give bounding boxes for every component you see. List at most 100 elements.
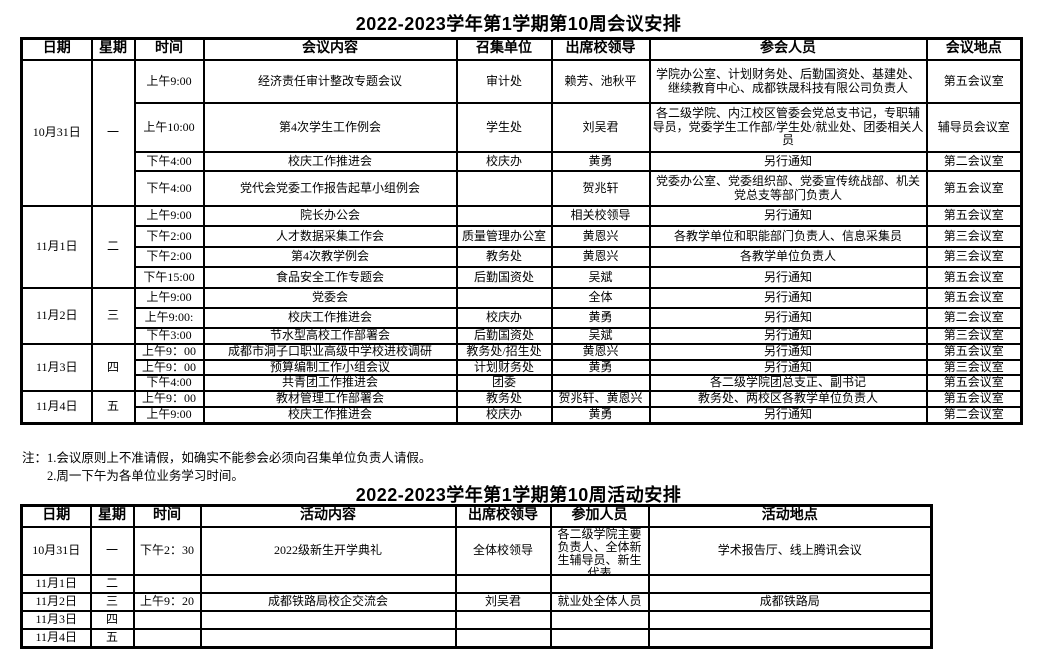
meeting-row: 下午2:00 第4次教学例会 教务处 黄恩兴 各教学单位负责人 第三会议室 <box>22 246 1023 268</box>
meeting-content-cell: 经济责任审计整改专题会议 <box>202 59 458 104</box>
location-cell: 学术报告厅、线上腾讯会议 <box>647 526 933 576</box>
location-cell: 成都铁路局 <box>647 592 933 612</box>
participants-cell: 各教学单位和职能部门负责人、信息采集员 <box>648 225 928 248</box>
meeting-row: 下午4:00 党代会党委工作报告起草小组例会 贺兆轩 党委办公室、党委组织部、党委宣传… <box>22 170 1023 207</box>
meeting-row: 下午3:00 节水型高校工作部署会 后勤国资处 吴斌 另行通知 第三会议室 <box>22 327 1023 345</box>
col-time: 时间 <box>132 504 202 528</box>
activities-table-body: 10月31日一下午2：30 2022级新生开学典礼 全体校领导 各二级学院主要负责人、… <box>20 526 933 648</box>
meeting-content-cell: 教材管理工作部署会 <box>202 390 458 408</box>
convener-cell: 团委 <box>455 374 553 393</box>
activity-content-cell <box>199 574 457 594</box>
date-cell: 10月31日 <box>20 59 93 207</box>
convener-cell: 教务处 <box>455 390 553 408</box>
time-cell <box>132 628 202 648</box>
time-cell <box>132 610 202 630</box>
meetings-table-header: 日期 星期 时间 会议内容 召集单位 出席校领导 参会人员 会议地点 <box>20 37 1023 61</box>
activity-content-cell <box>199 628 457 648</box>
meeting-row: 10月31日一上午9:00 经济责任审计整改专题会议 审计处 赖芳、池秋平 学院办公室、… <box>20 59 1023 207</box>
time-cell: 上午9:00 <box>133 287 205 309</box>
leaders-cell: 黄勇 <box>550 151 651 172</box>
location-cell: 第二会议室 <box>925 405 1023 425</box>
weekday-cell: 三 <box>89 592 135 612</box>
time-cell: 上午9：20 <box>132 592 202 612</box>
meeting-content-cell: 食品安全工作专题会 <box>202 266 458 289</box>
location-cell: 第五会议室 <box>925 342 1023 361</box>
convener-cell <box>455 205 553 227</box>
location-cell <box>647 628 933 648</box>
participants-cell: 另行通知 <box>648 205 928 227</box>
participants-cell: 另行通知 <box>648 307 928 329</box>
location-cell: 第五会议室 <box>925 59 1023 104</box>
participants-cell: 党委办公室、党委组织部、党委宣传统战部、机关党总支等部门负责人 <box>648 170 928 207</box>
meeting-row: 上午9:00: 校庆工作推进会 校庆办 黄勇 另行通知 第二会议室 <box>22 307 1023 329</box>
meeting-row: 下午15:00 食品安全工作专题会 后勤国资处 吴斌 另行通知 第五会议室 <box>22 266 1023 289</box>
activity-content-cell: 成都铁路局校企交流会 <box>199 592 457 612</box>
participants-cell: 就业处全体人员 <box>549 592 650 612</box>
date-cell: 11月3日 <box>20 342 93 393</box>
col-content: 活动内容 <box>199 504 457 528</box>
col-weekday: 星期 <box>90 37 136 61</box>
time-cell: 上午9：00 <box>133 390 205 408</box>
note-line: 注：1.会议原则上不准请假，如确实不能参会必须向召集单位负责人请假。 <box>22 451 432 465</box>
weekday-cell: 四 <box>90 342 136 393</box>
activity-content-cell: 2022级新生开学典礼 <box>199 526 457 576</box>
leaders-cell <box>454 610 552 630</box>
activity-row: 11月3日四 <box>20 610 933 630</box>
participants-cell: 另行通知 <box>648 358 928 377</box>
convener-cell: 教务处 <box>455 246 553 268</box>
meeting-content-cell: 预算编制工作小组会议 <box>202 358 458 377</box>
date-cell: 10月31日 <box>20 526 92 576</box>
convener-cell: 计划财务处 <box>455 358 553 377</box>
meeting-content-cell: 共青团工作推进会 <box>202 374 458 393</box>
time-cell: 下午2:00 <box>133 246 205 268</box>
leaders-cell: 吴斌 <box>550 266 651 289</box>
meeting-row: 11月4日五上午9：00 教材管理工作部署会 教务处 贺兆轩、黄恩兴 教务处、两校区各教… <box>20 390 1023 425</box>
activity-row: 10月31日一下午2：30 2022级新生开学典礼 全体校领导 各二级学院主要负责人、… <box>20 526 933 576</box>
location-cell: 第五会议室 <box>925 287 1023 309</box>
participants-cell: 另行通知 <box>648 327 928 345</box>
date-cell: 11月4日 <box>20 390 93 425</box>
weekday-cell: 二 <box>90 205 136 289</box>
meeting-content-cell: 校庆工作推进会 <box>202 405 458 425</box>
participants-cell: 另行通知 <box>648 405 928 425</box>
participants-cell: 教务处、两校区各教学单位负责人 <box>648 390 928 408</box>
col-date: 日期 <box>20 504 92 528</box>
meeting-content-cell: 第4次学生工作例会 <box>202 102 458 153</box>
meeting-row: 上午10:00 第4次学生工作例会 学生处 刘吴君 各二级学院、内江校区管委会党总支书记… <box>22 102 1023 153</box>
meeting-content-cell: 党代会党委工作报告起草小组例会 <box>202 170 458 207</box>
activity-row: 11月1日二 <box>20 574 933 594</box>
date-cell: 11月4日 <box>20 628 92 648</box>
meetings-table-body: 10月31日一上午9:00 经济责任审计整改专题会议 审计处 赖芳、池秋平 学院办公室、… <box>20 59 1023 425</box>
convener-cell: 校庆办 <box>455 151 553 172</box>
location-cell <box>647 574 933 594</box>
meeting-row: 上午9：00 预算编制工作小组会议 计划财务处 黄勇 另行通知 第三会议室 <box>22 358 1023 377</box>
weekday-cell: 一 <box>89 526 135 576</box>
weekday-cell: 五 <box>90 390 136 425</box>
meeting-content-cell: 第4次教学例会 <box>202 246 458 268</box>
time-cell: 上午9：00 <box>133 342 205 361</box>
date-cell: 11月1日 <box>20 205 93 289</box>
leaders-cell: 相关校领导 <box>550 205 651 227</box>
convener-cell: 后勤国资处 <box>455 266 553 289</box>
leaders-cell <box>454 628 552 648</box>
convener-cell: 后勤国资处 <box>455 327 553 345</box>
location-cell <box>647 610 933 630</box>
time-cell: 上午9:00 <box>133 405 205 425</box>
location-cell: 第五会议室 <box>925 390 1023 408</box>
time-cell: 下午4:00 <box>133 151 205 172</box>
meeting-content-cell: 成都市洞子口职业高级中学校进校调研 <box>202 342 458 361</box>
convener-cell <box>455 170 553 207</box>
col-leaders: 出席校领导 <box>454 504 552 528</box>
weekday-cell: 三 <box>90 287 136 345</box>
col-convener: 召集单位 <box>455 37 553 61</box>
participants-cell: 各二级学院、内江校区管委会党总支书记，专职辅导员，党委学生工作部/学生处/就业处… <box>648 102 928 153</box>
col-location: 会议地点 <box>925 37 1023 61</box>
date-cell: 11月2日 <box>20 592 92 612</box>
activities-table-title: 2022-2023学年第1学期第10周活动安排 <box>355 485 682 505</box>
location-cell: 第五会议室 <box>925 266 1023 289</box>
leaders-cell: 吴斌 <box>550 327 651 345</box>
location-cell: 第三会议室 <box>925 327 1023 345</box>
location-cell: 第三会议室 <box>925 225 1023 248</box>
leaders-cell: 黄勇 <box>550 307 651 329</box>
